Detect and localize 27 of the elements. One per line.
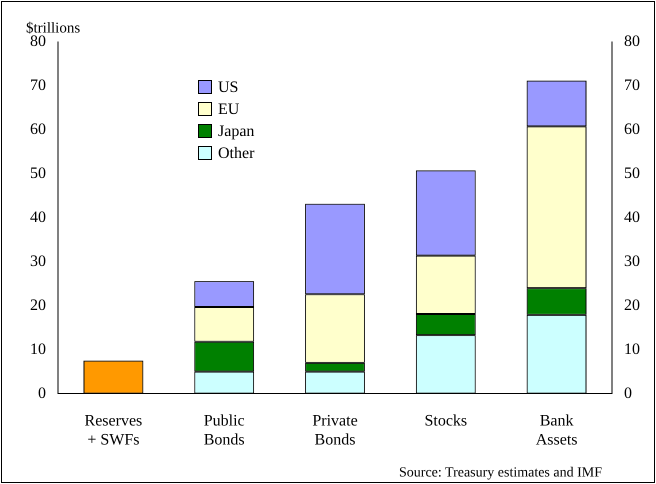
y-tick-label: 30 (30, 252, 46, 270)
x-tick-label: Reserves + SWFs (84, 412, 142, 449)
x-tick-label: Bank Assets (536, 412, 578, 449)
y-tick-label: 70 (30, 77, 46, 94)
y-tick-label: 20 (30, 296, 46, 314)
x-tick-label: Public Bonds (204, 412, 245, 449)
y-tick-label: 10 (30, 340, 46, 358)
y2-tick-label: 80 (624, 33, 640, 50)
y2-tick-label: 70 (624, 77, 640, 94)
legend-label: US (218, 79, 238, 96)
y2-tick-label: 0 (624, 384, 632, 402)
y2-tick-label: 30 (624, 252, 640, 270)
y2-tick-label: 60 (624, 121, 640, 138)
y2-tick-label: 40 (624, 209, 640, 226)
legend-label: EU (218, 101, 240, 118)
legend-label: Japan (218, 123, 254, 140)
source-note: Source: Treasury estimates and IMF (399, 466, 602, 481)
y-tick-label: 50 (30, 165, 46, 182)
y-tick-label: 40 (30, 209, 46, 226)
y2-tick-label: 20 (624, 296, 640, 314)
y-tick-label: 60 (30, 121, 46, 138)
y2-tick-label: 50 (624, 165, 640, 182)
x-tick-label: Private Bonds (312, 412, 358, 449)
y-tick-label: 0 (38, 384, 46, 402)
y2-tick-label: 10 (624, 340, 640, 358)
legend-label: Other (218, 145, 256, 162)
x-tick-label: Stocks (424, 412, 468, 430)
